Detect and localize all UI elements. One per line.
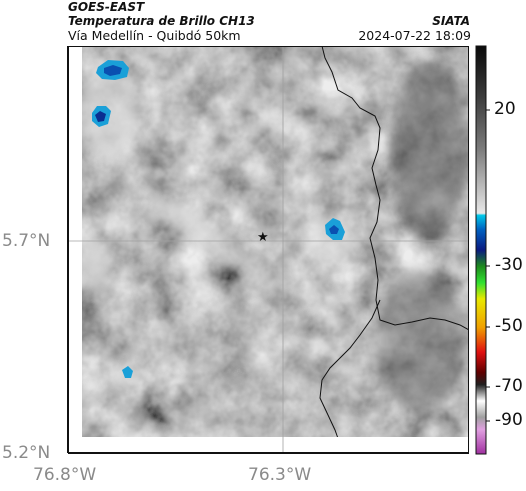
lon-tick-label: 76.3°W <box>248 465 312 485</box>
colorbar-tick-label: -90 <box>495 410 523 430</box>
title-product: Temperatura de Brillo CH13 <box>68 14 255 28</box>
title-satellite: GOES-EAST <box>68 0 145 14</box>
colorbar <box>475 45 490 455</box>
brightness-temperature-field <box>82 46 469 437</box>
colorbar-tick-label: -30 <box>495 255 523 275</box>
timestamp-label: 2024-07-22 18:09 <box>358 28 471 43</box>
cold-cloud-cells <box>92 60 345 378</box>
lat-tick-label: 5.7°N <box>2 231 51 251</box>
colorbar-tick-label: 20 <box>494 99 516 119</box>
location-marker-icon: ★ <box>257 230 269 245</box>
subtitle-region: Vía Medellín - Quibdó 50km <box>68 28 241 43</box>
admin-boundaries <box>319 46 469 437</box>
colorbar-tick-label: -50 <box>495 316 523 336</box>
agency-label: SIATA <box>432 14 470 28</box>
graticule <box>68 46 468 453</box>
lat-tick-label: 5.2°N <box>2 443 51 463</box>
colorbar-tick-label: -70 <box>495 376 523 396</box>
lon-tick-label: 76.8°W <box>33 465 97 485</box>
